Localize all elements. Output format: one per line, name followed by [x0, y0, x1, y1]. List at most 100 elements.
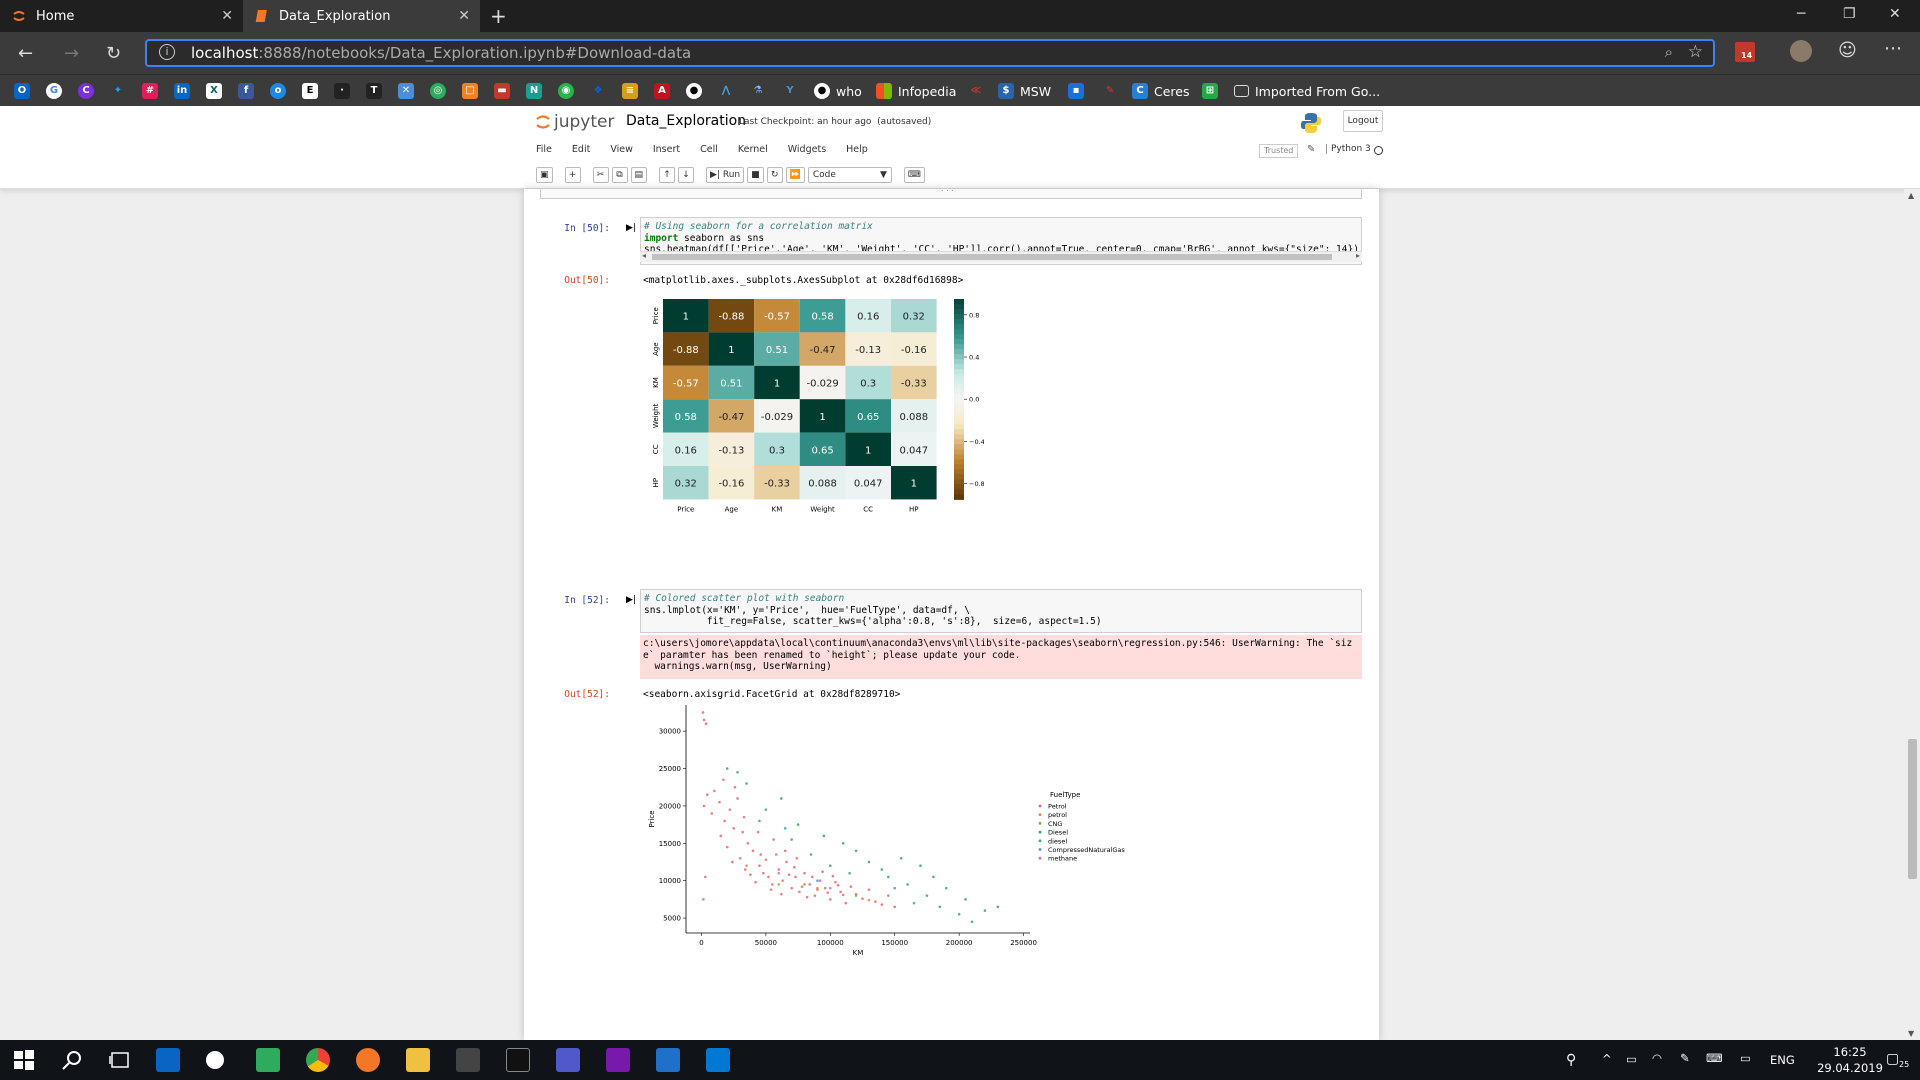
code-hscroll-thumb[interactable]	[652, 254, 1332, 260]
clock-date[interactable]: 29.04.2019	[1817, 1061, 1883, 1075]
menu-help[interactable]: Help	[846, 144, 868, 155]
file-explorer-icon[interactable]	[406, 1048, 430, 1072]
emoji-feedback-icon[interactable]: ☺	[1838, 40, 1857, 61]
tab-home-close-icon[interactable]: ✕	[221, 8, 233, 24]
action-center-icon[interactable]: ▢	[1886, 1051, 1900, 1067]
bookmark-tools-icon[interactable]: ✕	[398, 82, 414, 100]
insert-cell-icon[interactable]: +	[564, 167, 581, 183]
bookmark-c-icon[interactable]: C	[78, 82, 94, 100]
github-taskbar-icon[interactable]	[206, 1051, 224, 1069]
bookmark-linkedin-icon[interactable]: in	[174, 82, 190, 100]
bookmark-teal-icon[interactable]: N	[526, 82, 542, 100]
save-icon[interactable]: ▣	[536, 167, 553, 183]
windows-start-icon[interactable]	[12, 1048, 36, 1072]
profile-avatar[interactable]	[1790, 40, 1812, 62]
paste-icon[interactable]: ▤	[630, 167, 648, 183]
tray-chevron-icon[interactable]: ^	[1602, 1052, 1612, 1066]
back-icon[interactable]: ←	[18, 43, 34, 64]
bookmark-imported-folder[interactable]: Imported From Go...	[1234, 82, 1380, 100]
keyboard-icon[interactable]: ⌨	[1706, 1051, 1723, 1065]
bookmark-facebook-icon[interactable]: f	[238, 82, 254, 100]
bookmark-e-icon[interactable]: E	[302, 82, 318, 100]
menu-file[interactable]: File	[536, 144, 552, 155]
run-button[interactable]: ▶| Run	[706, 167, 745, 183]
terminal-taskbar-icon[interactable]	[456, 1048, 480, 1072]
bookmark-nyt-icon[interactable]: T	[366, 82, 382, 100]
interrupt-icon[interactable]: ■	[747, 167, 764, 183]
reload-icon[interactable]: ↻	[106, 43, 122, 64]
notebook-title[interactable]: Data_Exploration	[626, 113, 747, 129]
wifi-icon[interactable]: ◠	[1652, 1051, 1663, 1065]
minimize-icon[interactable]: ─	[1797, 6, 1806, 22]
bookmark-feedly-icon[interactable]: ◉	[558, 82, 574, 100]
more-menu-icon[interactable]: ⋯	[1884, 38, 1902, 59]
app-grid-taskbar-icon[interactable]	[656, 1048, 680, 1072]
teams-taskbar-icon[interactable]	[556, 1048, 580, 1072]
calendar-extension-icon[interactable]: 14	[1735, 42, 1755, 62]
kernel-name[interactable]: Python 3	[1326, 144, 1371, 154]
tab-data-exploration[interactable]: Data_Exploration ✕	[243, 0, 480, 32]
bookmark-star-icon[interactable]: ☆	[1687, 42, 1703, 62]
bookmark-xing-icon[interactable]: X	[206, 82, 222, 100]
collapsed-output[interactable]: . . .	[540, 189, 1362, 199]
bookmark-flag-icon[interactable]: ≡	[622, 82, 638, 100]
run-cell-icon[interactable]: ▶|	[626, 595, 636, 605]
menu-kernel[interactable]: Kernel	[737, 144, 768, 155]
run-cell-icon[interactable]: ▶|	[626, 223, 636, 233]
page-vscroll-thumb[interactable]	[1908, 739, 1917, 879]
bookmark-infopedia[interactable]: Infopedia	[876, 82, 956, 100]
vscode-taskbar-icon[interactable]	[706, 1048, 730, 1072]
app-taskbar-icon[interactable]	[256, 1048, 280, 1072]
jupyter-logo[interactable]: jupyter	[536, 112, 614, 132]
pen-icon[interactable]: ✎	[1680, 1051, 1690, 1065]
restart-run-all-icon[interactable]: ⏩	[785, 167, 805, 183]
forward-icon[interactable]: →	[64, 43, 80, 64]
language-indicator[interactable]: ENG	[1770, 1053, 1795, 1067]
bookmark-lab-icon[interactable]: ⚗	[753, 85, 763, 96]
tab-home[interactable]: Home ✕	[0, 0, 243, 32]
bookmark-google-icon[interactable]: G	[46, 82, 62, 100]
bookmark-circle-icon[interactable]: o	[270, 82, 286, 100]
bookmark-yc-icon[interactable]: Y	[786, 85, 794, 96]
bookmark-dropbox-icon[interactable]: ❖	[593, 85, 603, 96]
scroll-up-icon[interactable]: ▲	[1908, 191, 1915, 200]
postman-taskbar-icon[interactable]	[356, 1048, 380, 1072]
chrome-taskbar-icon[interactable]	[306, 1048, 330, 1072]
bookmark-ceres[interactable]: C Ceres	[1132, 82, 1190, 100]
battery-icon[interactable]: ▭	[1626, 1052, 1637, 1066]
outlook-taskbar-icon[interactable]	[156, 1048, 180, 1072]
bookmark-red-icon[interactable]: ▬	[494, 82, 510, 100]
restore-icon[interactable]: ❐	[1843, 6, 1856, 22]
scroll-right-icon[interactable]: ▸	[1355, 251, 1360, 260]
people-icon[interactable]: ⚲	[1566, 1052, 1577, 1068]
menu-view[interactable]: View	[610, 144, 633, 155]
copy-icon[interactable]: ⧉	[611, 167, 628, 183]
bookmark-msw[interactable]: $ MSW	[998, 82, 1051, 100]
zoom-icon[interactable]: ⌕	[1664, 43, 1673, 61]
move-down-icon[interactable]: ↓	[678, 167, 695, 183]
cmd-taskbar-icon[interactable]	[506, 1048, 530, 1072]
site-info-icon[interactable]: i	[159, 44, 175, 60]
display-icon[interactable]: ▭	[1740, 1051, 1751, 1065]
new-tab-icon[interactable]: +	[490, 4, 507, 28]
task-view-icon[interactable]	[108, 1048, 132, 1072]
tab-data-exploration-close-icon[interactable]: ✕	[458, 8, 470, 24]
bookmark-blue-square-icon[interactable]: ▪	[1068, 82, 1084, 100]
menu-insert[interactable]: Insert	[652, 144, 681, 155]
bookmark-twitter-icon[interactable]: ✦	[113, 85, 123, 96]
window-close-icon[interactable]: ✕	[1889, 6, 1901, 22]
bookmark-orange-icon[interactable]: □	[462, 82, 478, 100]
keyboard-shortcuts-icon[interactable]: ⌨	[903, 167, 925, 183]
restart-icon[interactable]: ↻	[766, 167, 783, 183]
bookmark-slack-icon[interactable]: #	[142, 82, 158, 100]
cut-icon[interactable]: ✂	[592, 167, 609, 183]
bookmark-green-icon[interactable]: ◎	[430, 82, 446, 100]
menu-widgets[interactable]: Widgets	[787, 144, 827, 155]
code-hscrollbar[interactable]: ◂ ▸	[640, 251, 1362, 262]
bookmark-dx-icon[interactable]: ≪	[970, 85, 982, 96]
search-icon[interactable]	[60, 1048, 84, 1072]
bookmark-adobe-icon[interactable]: A	[654, 82, 670, 100]
bookmark-who[interactable]: ● who	[814, 82, 862, 100]
bookmark-dark-icon[interactable]: ·	[334, 82, 350, 100]
bookmark-outlook-icon[interactable]: O	[14, 82, 30, 100]
